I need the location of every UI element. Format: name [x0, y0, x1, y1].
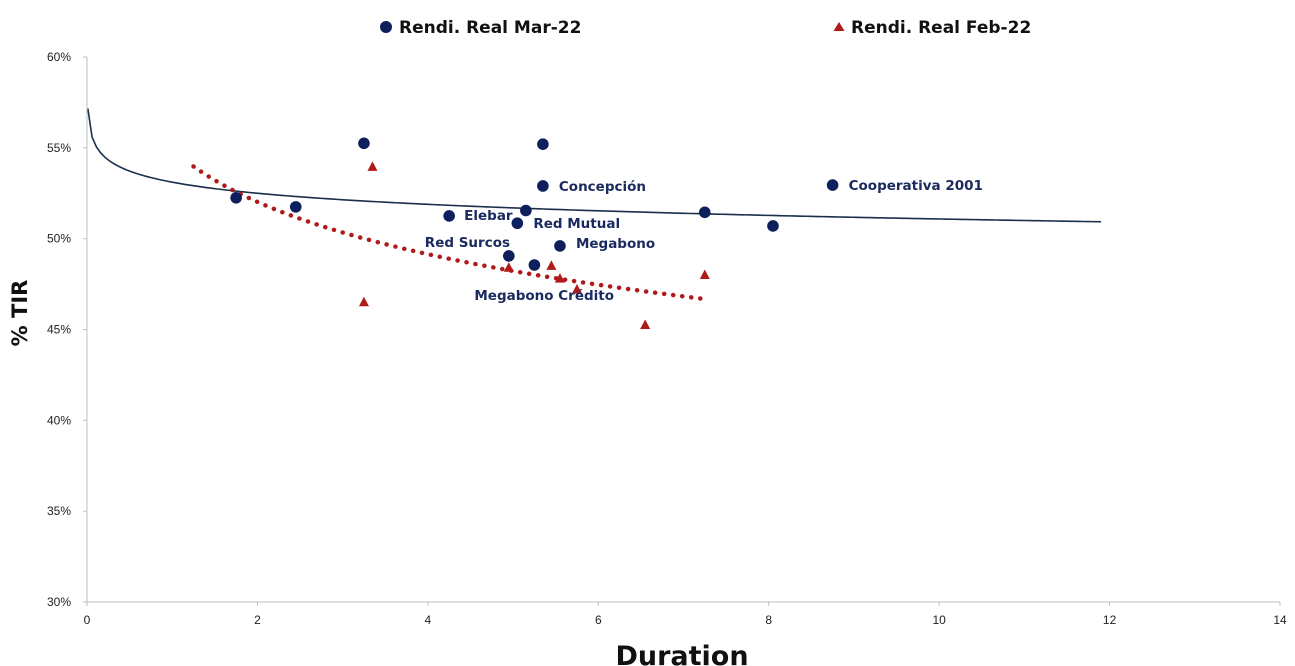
- legend-label-feb22: Rendi. Real Feb-22: [851, 18, 1031, 38]
- point-mar22: [230, 191, 242, 204]
- data-label: Red Mutual: [533, 216, 620, 232]
- data-points: [230, 137, 839, 329]
- point-mar22: [699, 206, 711, 219]
- y-tick-label: 30%: [47, 595, 71, 609]
- point-feb22: [640, 319, 651, 329]
- point-mar22: [289, 201, 302, 213]
- x-axis-ticks: 0 2 4 6 8 10 12 14: [84, 602, 1287, 627]
- point-feb22: [571, 284, 582, 294]
- x-tick-label: 8: [765, 613, 772, 627]
- data-label: Megabono Crédito: [474, 288, 614, 304]
- axes: 0 2 4 6 8 10 12 14 30% 35% 40% 45% 50% 55% 60%: [47, 50, 1287, 627]
- x-tick-label: 4: [425, 613, 432, 627]
- x-axis-title: Duration: [615, 641, 748, 666]
- point-feb22: [554, 273, 565, 283]
- point-feb22: [358, 296, 369, 307]
- legend-label-mar22: Rendi. Real Mar-22: [399, 18, 581, 38]
- y-axis-title: % TIR: [8, 280, 32, 347]
- x-tick-label: 12: [1103, 613, 1117, 627]
- point-mar22: [520, 204, 532, 217]
- y-tick-label: 50%: [47, 232, 71, 246]
- x-tick-label: 2: [254, 613, 261, 627]
- point-mar22: [826, 179, 839, 191]
- legend-item-mar22: Rendi. Real Mar-22: [380, 18, 581, 38]
- data-label: Cooperativa 2001: [849, 178, 983, 194]
- y-tick-label: 55%: [47, 141, 71, 155]
- x-tick-label: 6: [595, 613, 602, 627]
- data-label: Megabono: [576, 236, 655, 252]
- y-axis-ticks: 30% 35% 40% 45% 50% 55% 60%: [47, 50, 87, 609]
- point-mar22: [443, 210, 455, 222]
- y-tick-label: 60%: [47, 50, 71, 64]
- point-feb22: [367, 161, 378, 171]
- x-tick-label: 14: [1273, 613, 1287, 627]
- data-label: Concepción: [559, 179, 646, 195]
- point-mar22: [503, 250, 515, 262]
- point-mar22: [537, 138, 549, 150]
- data-label: Red Surcos: [425, 235, 510, 251]
- point-mar22: [554, 240, 566, 252]
- point-mar22: [537, 180, 549, 192]
- point-mar22: [358, 137, 370, 150]
- legend-marker-circle: [380, 21, 392, 33]
- trendline-layer: [87, 108, 1102, 302]
- x-tick-label: 0: [84, 613, 91, 627]
- point-mar22: [767, 220, 779, 232]
- point-feb22: [503, 262, 514, 272]
- trendline-feb22: [191, 164, 708, 302]
- data-label: Elebar: [464, 208, 513, 224]
- point-feb22: [546, 260, 557, 270]
- point-labels: Concepción Cooperativa 2001 Elebar Red Mutu…: [425, 178, 983, 304]
- legend: Rendi. Real Mar-22 Rendi. Real Feb-22: [380, 18, 1031, 38]
- x-tick-label: 10: [932, 613, 946, 627]
- y-tick-label: 40%: [47, 413, 71, 427]
- trendline-mar22: [87, 108, 1102, 223]
- legend-marker-triangle: [833, 22, 845, 31]
- legend-item-feb22: Rendi. Real Feb-22: [833, 18, 1031, 38]
- point-mar22: [511, 217, 524, 230]
- point-mar22: [528, 259, 541, 271]
- point-feb22: [699, 269, 710, 279]
- y-tick-label: 35%: [47, 504, 71, 518]
- y-tick-label: 45%: [47, 323, 71, 337]
